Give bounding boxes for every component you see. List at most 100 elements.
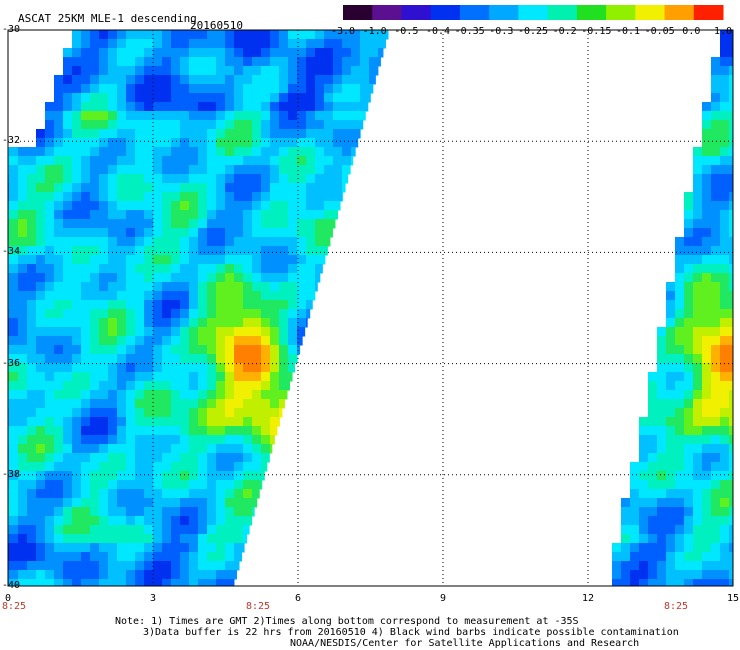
wind-cell	[720, 84, 730, 94]
wind-cell	[306, 183, 316, 193]
wind-cell	[81, 471, 91, 481]
wind-cell	[18, 264, 28, 274]
longitude-label: 9	[439, 593, 447, 604]
wind-cell	[54, 390, 64, 400]
wind-cell	[63, 309, 73, 319]
wind-cell	[63, 417, 73, 427]
wind-cell	[693, 399, 703, 409]
wind-cell	[108, 309, 118, 319]
wind-cell	[36, 570, 46, 580]
wind-cell	[108, 183, 118, 193]
wind-cell	[675, 282, 685, 292]
wind-cell	[117, 408, 127, 418]
wind-cell	[693, 462, 703, 472]
wind-cell	[720, 165, 730, 175]
wind-cell	[108, 93, 118, 103]
wind-cell	[18, 309, 28, 319]
wind-cell	[270, 381, 280, 391]
wind-cell	[135, 75, 145, 85]
wind-cell	[99, 363, 109, 373]
wind-cell	[171, 120, 181, 130]
wind-cell	[63, 183, 73, 193]
wind-cell	[270, 345, 280, 355]
wind-cell	[126, 525, 136, 535]
wind-cell	[729, 102, 734, 112]
wind-cell	[162, 561, 172, 571]
wind-cell	[54, 516, 64, 526]
wind-cell	[720, 507, 730, 517]
latitude-label: -34	[2, 246, 21, 258]
wind-cell	[216, 354, 226, 364]
wind-cell	[729, 462, 734, 472]
wind-cell	[36, 219, 46, 229]
wind-cell	[252, 39, 262, 49]
wind-cell	[81, 30, 91, 40]
wind-cell	[171, 471, 181, 481]
wind-cell	[162, 282, 172, 292]
wind-cell	[18, 372, 28, 382]
wind-cell	[684, 237, 694, 247]
wind-cell	[297, 264, 307, 274]
wind-cell	[288, 183, 298, 193]
wind-cell	[729, 453, 734, 463]
wind-cell	[90, 66, 100, 76]
wind-cell	[9, 246, 19, 256]
wind-cell	[288, 264, 298, 274]
wind-cell	[720, 579, 730, 587]
wind-cell	[234, 39, 244, 49]
wind-cell	[666, 372, 676, 382]
wind-cell	[234, 507, 244, 517]
wind-cell	[207, 462, 217, 472]
wind-cell	[216, 336, 226, 346]
wind-cell	[99, 354, 109, 364]
wind-cell	[216, 372, 226, 382]
wind-cell	[45, 552, 55, 562]
wind-cell	[117, 462, 127, 472]
wind-cell	[126, 282, 136, 292]
wind-cell	[27, 183, 37, 193]
wind-cell	[162, 426, 172, 436]
wind-cell	[684, 291, 694, 301]
wind-cell	[189, 156, 199, 166]
wind-cell	[729, 147, 734, 157]
wind-cell	[252, 318, 262, 328]
wind-cell	[126, 336, 136, 346]
wind-cell	[333, 75, 343, 85]
wind-cell	[207, 93, 217, 103]
wind-cell	[648, 435, 658, 445]
wind-cell	[90, 381, 100, 391]
wind-cell	[36, 327, 46, 337]
wind-cell	[657, 480, 667, 490]
wind-cell	[720, 399, 730, 409]
wind-cell	[711, 255, 721, 265]
wind-cell	[117, 309, 127, 319]
wind-cell	[225, 579, 235, 587]
wind-cell	[216, 264, 226, 274]
wind-cell	[252, 210, 262, 220]
wind-cell	[189, 489, 199, 499]
wind-cell	[81, 453, 91, 463]
wind-cell	[198, 525, 208, 535]
wind-cell	[720, 345, 730, 355]
wind-cell	[657, 372, 667, 382]
wind-cell	[63, 84, 73, 94]
wind-cell	[207, 435, 217, 445]
wind-cell	[135, 372, 145, 382]
wind-cell	[306, 147, 316, 157]
wind-cell	[72, 363, 82, 373]
wind-cell	[729, 300, 734, 310]
wind-cell	[162, 75, 172, 85]
wind-cell	[207, 237, 217, 247]
wind-cell	[333, 57, 343, 67]
wind-cell	[135, 48, 145, 58]
wind-cell	[234, 138, 244, 148]
wind-cell	[729, 165, 734, 175]
wind-cell	[171, 30, 181, 40]
wind-cell	[234, 183, 244, 193]
wind-cell	[135, 39, 145, 49]
wind-cell	[297, 192, 307, 202]
wind-cell	[144, 372, 154, 382]
wind-cell	[198, 570, 208, 580]
wind-cell	[702, 327, 712, 337]
wind-cell	[144, 471, 154, 481]
